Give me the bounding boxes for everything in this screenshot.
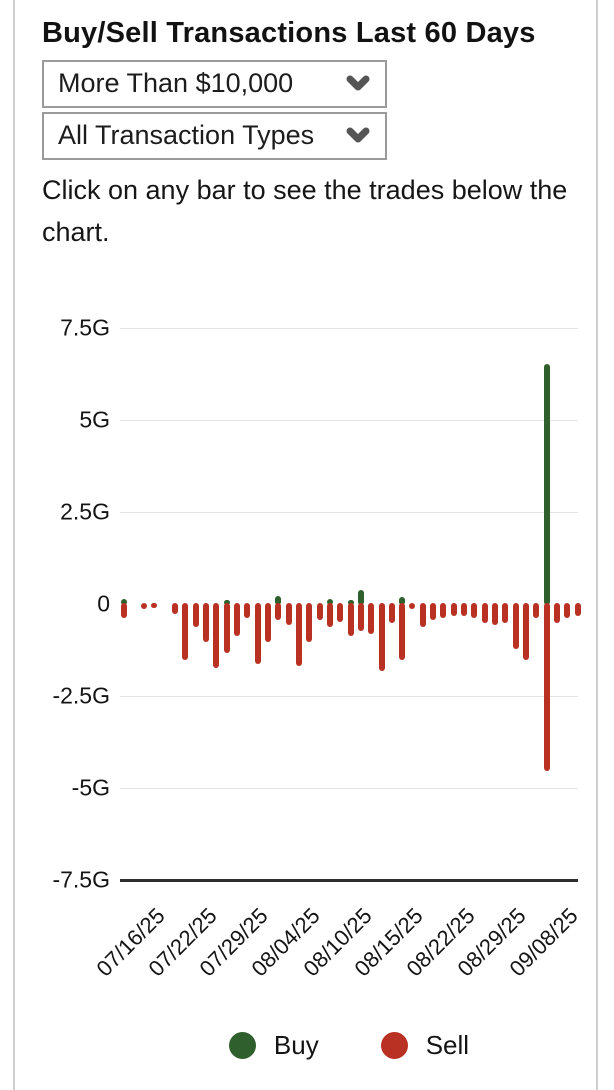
- transaction-type-filter-select[interactable]: All Transaction Types: [42, 111, 387, 160]
- buy-bar[interactable]: [399, 597, 406, 605]
- sell-legend-swatch: [380, 1032, 408, 1059]
- transactions-card: Buy/Sell Transactions Last 60 Days More …: [13, 0, 598, 1090]
- sell-bar[interactable]: [471, 603, 478, 618]
- sell-bar[interactable]: [326, 603, 333, 628]
- chart-legend: Buy Sell: [120, 1030, 578, 1061]
- buy-legend-label: Buy: [273, 1030, 319, 1060]
- sell-bar[interactable]: [264, 603, 271, 642]
- chart-help-text: Click on any bar to see the trades below…: [42, 174, 568, 247]
- sell-bar[interactable]: [316, 603, 323, 620]
- sell-bar[interactable]: [275, 603, 282, 620]
- sell-bar[interactable]: [254, 603, 261, 664]
- sell-bar[interactable]: [337, 603, 344, 622]
- transaction-type-filter-value: All Transaction Types: [58, 120, 315, 151]
- sell-bar[interactable]: [409, 603, 416, 609]
- sell-bar[interactable]: [244, 603, 251, 618]
- sell-bar[interactable]: [388, 603, 395, 624]
- sell-bar[interactable]: [306, 603, 313, 642]
- sell-bar[interactable]: [564, 603, 571, 618]
- buy-bar[interactable]: [275, 595, 282, 605]
- sell-bar[interactable]: [285, 603, 292, 626]
- sell-bar[interactable]: [192, 603, 199, 628]
- sell-legend-label: Sell: [425, 1030, 470, 1060]
- buy-bar[interactable]: [347, 600, 354, 605]
- sell-bar[interactable]: [151, 603, 158, 608]
- sell-bar[interactable]: [492, 603, 499, 626]
- sell-bar[interactable]: [461, 603, 468, 617]
- sell-bar[interactable]: [502, 603, 509, 624]
- sell-bar[interactable]: [368, 603, 375, 635]
- sell-bar[interactable]: [574, 603, 581, 617]
- sell-bar[interactable]: [223, 603, 230, 653]
- sell-bar[interactable]: [430, 603, 437, 620]
- sell-bar[interactable]: [347, 603, 354, 637]
- sell-bar[interactable]: [440, 603, 447, 618]
- buy-bar[interactable]: [357, 590, 364, 605]
- sell-bar[interactable]: [522, 603, 529, 661]
- sell-bar[interactable]: [378, 603, 385, 672]
- sell-bar[interactable]: [141, 603, 148, 609]
- sell-bar[interactable]: [120, 603, 127, 618]
- sell-bar[interactable]: [533, 603, 540, 618]
- sell-bar[interactable]: [357, 603, 364, 631]
- chevron-down-icon: [346, 75, 370, 91]
- sell-bar[interactable]: [203, 603, 210, 642]
- sell-bar[interactable]: [182, 603, 189, 661]
- buy-bar[interactable]: [543, 363, 550, 605]
- sell-bar[interactable]: [450, 603, 457, 617]
- sell-bar[interactable]: [543, 603, 550, 771]
- sell-bar[interactable]: [419, 603, 426, 628]
- legend-item-buy: Buy: [228, 1030, 319, 1061]
- amount-filter-select[interactable]: More Than $10,000: [42, 59, 387, 108]
- sell-bar[interactable]: [295, 603, 302, 666]
- amount-filter-value: More Than $10,000: [58, 68, 294, 99]
- sell-bar[interactable]: [553, 603, 560, 624]
- sell-bar[interactable]: [213, 603, 220, 668]
- legend-item-sell: Sell: [380, 1030, 470, 1061]
- page-title: Buy/Sell Transactions Last 60 Days: [42, 17, 536, 49]
- sell-bar[interactable]: [512, 603, 519, 650]
- buy-bar[interactable]: [120, 599, 127, 605]
- sell-bar[interactable]: [481, 603, 488, 624]
- buy-legend-swatch: [228, 1032, 256, 1059]
- sell-bar[interactable]: [399, 603, 406, 661]
- sell-bar[interactable]: [172, 603, 179, 615]
- buy-bar[interactable]: [223, 600, 230, 605]
- chevron-down-icon: [346, 127, 370, 143]
- buy-bar[interactable]: [326, 599, 333, 605]
- sell-bar[interactable]: [234, 603, 241, 637]
